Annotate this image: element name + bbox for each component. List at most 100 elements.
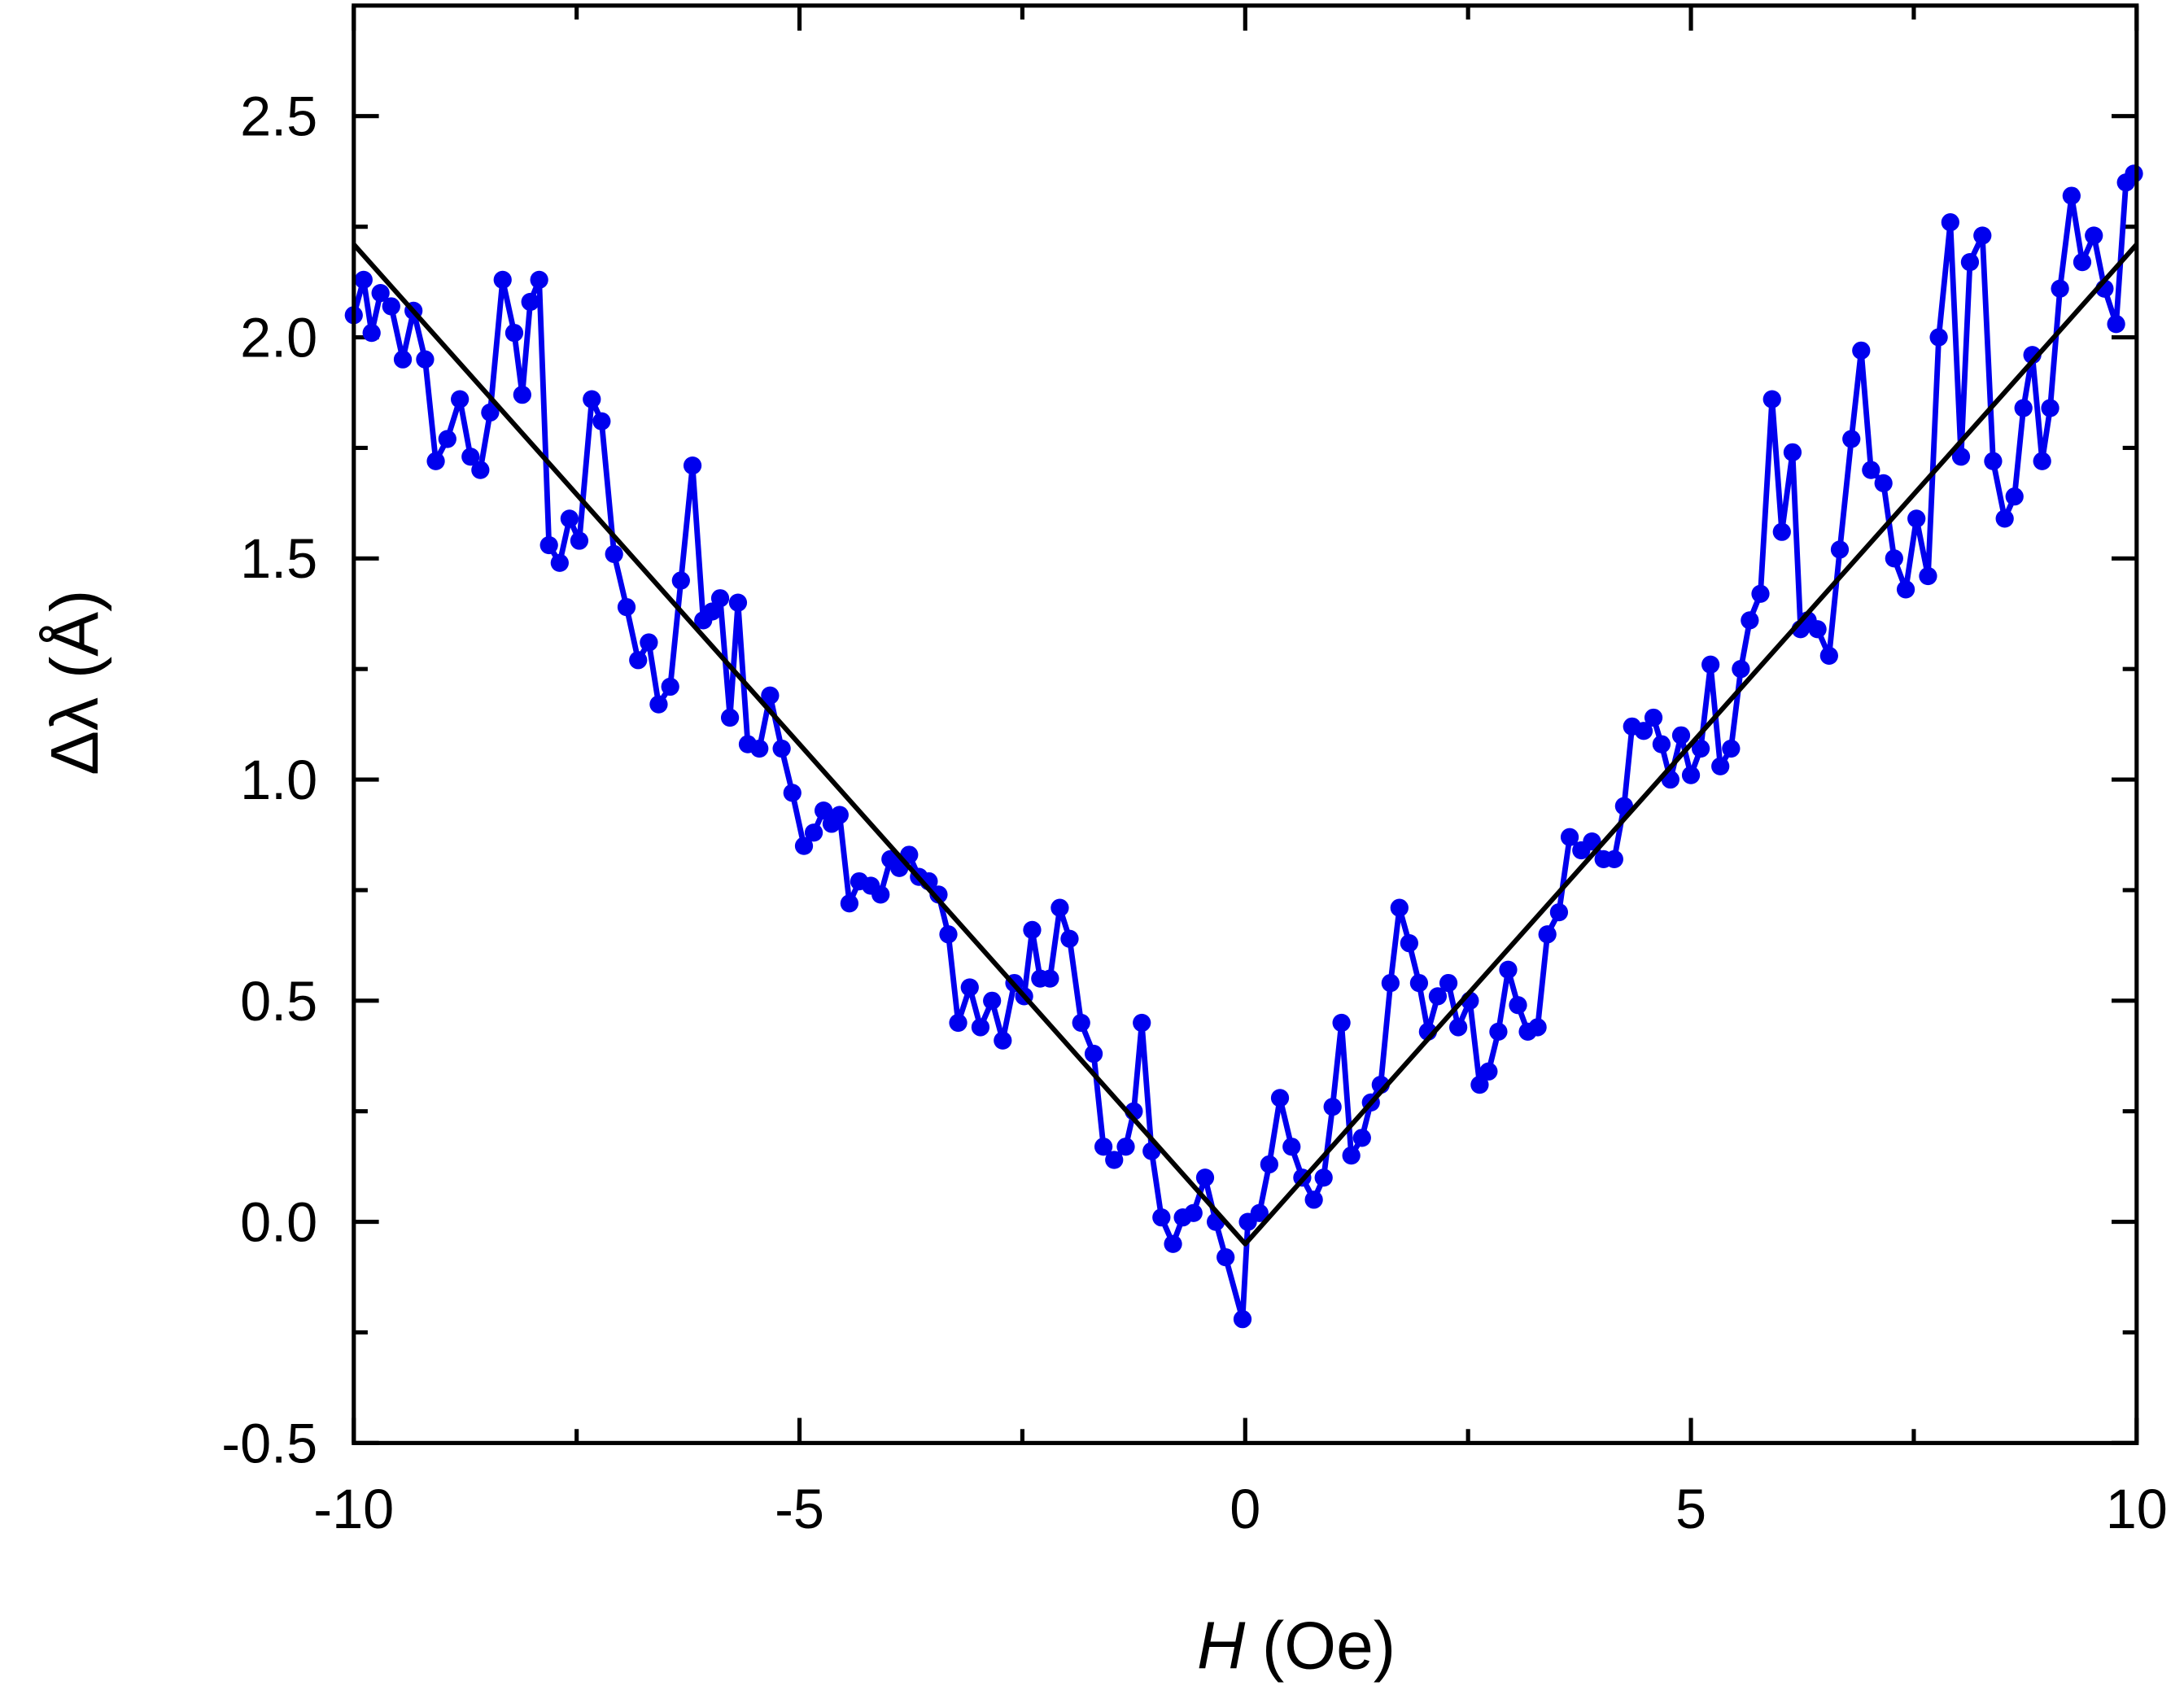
y-tick-label: 0.5 [240, 970, 317, 1033]
y-tick-label: 1.0 [240, 749, 317, 811]
data-point [1907, 509, 1926, 528]
data-point [1195, 1168, 1215, 1187]
data-point [560, 509, 579, 528]
data-point [521, 292, 539, 312]
data-point [1489, 1022, 1508, 1042]
y-tick-label: 2.0 [240, 306, 317, 369]
data-point [1260, 1155, 1278, 1174]
data-point [1133, 1013, 1151, 1033]
data-point [1751, 584, 1770, 603]
data-point [671, 571, 690, 590]
data-point [1919, 566, 1937, 586]
data-point [929, 885, 948, 904]
data-point [1314, 1168, 1333, 1187]
data-point [2051, 279, 2069, 298]
data-point [617, 597, 636, 617]
data-point [1409, 973, 1429, 993]
data-point [1830, 540, 1850, 559]
data-point [1605, 850, 1623, 869]
data-point [1722, 739, 1741, 758]
data-point [1250, 1203, 1269, 1222]
x-axis-symbol: H [1197, 1609, 1246, 1684]
data-point [592, 412, 611, 430]
data-point [1862, 461, 1880, 479]
data-point [2005, 487, 2024, 506]
data-point [661, 677, 679, 697]
data-point [2041, 399, 2060, 417]
y-tick-label: 1.5 [240, 527, 317, 590]
data-point [871, 885, 890, 904]
x-axis-unit: (Oe) [1262, 1609, 1396, 1684]
x-tick-label: 10 [2106, 1478, 2168, 1540]
data-point [1470, 1075, 1489, 1094]
data-point [1538, 925, 1557, 944]
data-point [1439, 973, 1458, 993]
data-point [1270, 1089, 1290, 1107]
y-tick-label: 0.0 [240, 1191, 317, 1254]
data-point [1701, 655, 1720, 674]
data-point [1560, 828, 1579, 846]
data-point [1634, 722, 1653, 740]
data-point [1152, 1208, 1171, 1227]
data-point [629, 651, 648, 670]
data-point [1528, 1018, 1547, 1037]
data-point [1583, 832, 1601, 851]
data-point [1072, 1013, 1090, 1033]
data-point [1233, 1310, 1252, 1329]
data-point [481, 403, 500, 422]
data-point [451, 390, 470, 408]
data-point [814, 801, 833, 820]
data-point [1023, 920, 1042, 939]
data-point [710, 589, 730, 608]
data-point [960, 978, 979, 997]
data-point [2107, 315, 2125, 334]
data-point [772, 739, 791, 758]
data-point [354, 270, 373, 289]
data-point [362, 323, 381, 343]
data-point [550, 553, 569, 572]
data-point [1885, 549, 1903, 568]
data-point [1819, 646, 1838, 665]
data-point [530, 270, 548, 289]
data-point [2125, 164, 2143, 183]
data-point [1479, 1062, 1498, 1081]
data-point [1381, 973, 1400, 993]
data-point [783, 784, 802, 802]
data-point [971, 1018, 990, 1037]
data-point [1105, 1151, 1124, 1169]
data-point [2073, 252, 2092, 272]
data-point [1681, 766, 1701, 784]
data-point [1509, 996, 1527, 1015]
data-point [1732, 660, 1750, 679]
data-point [1084, 1044, 1103, 1064]
data-point [1352, 1129, 1371, 1147]
data-point [939, 925, 958, 944]
data-point [830, 806, 849, 824]
data-point [1671, 726, 1691, 745]
data-point [1973, 226, 1992, 245]
data-point [438, 430, 456, 448]
data-point [493, 270, 512, 289]
data-point [1772, 522, 1791, 541]
data-point [1762, 390, 1781, 408]
data-point [1874, 474, 1893, 493]
data-point [1951, 448, 1971, 466]
data-point [2062, 186, 2081, 205]
data-point [804, 823, 823, 842]
plot-frame [352, 3, 2139, 1445]
data-point [1304, 1190, 1323, 1209]
data-point [513, 386, 531, 404]
data-point [994, 1031, 1012, 1050]
y-axis-label: Δλ (Å) [38, 590, 112, 775]
data-point [2014, 399, 2033, 417]
data-point [1995, 509, 2014, 528]
data-point [1282, 1138, 1301, 1156]
data-point [2033, 452, 2051, 470]
data-point [2085, 226, 2103, 245]
data-point [1216, 1247, 1235, 1267]
data-point [505, 323, 524, 343]
data-point [371, 284, 390, 303]
data-point [539, 535, 558, 555]
data-point [1400, 934, 1418, 953]
